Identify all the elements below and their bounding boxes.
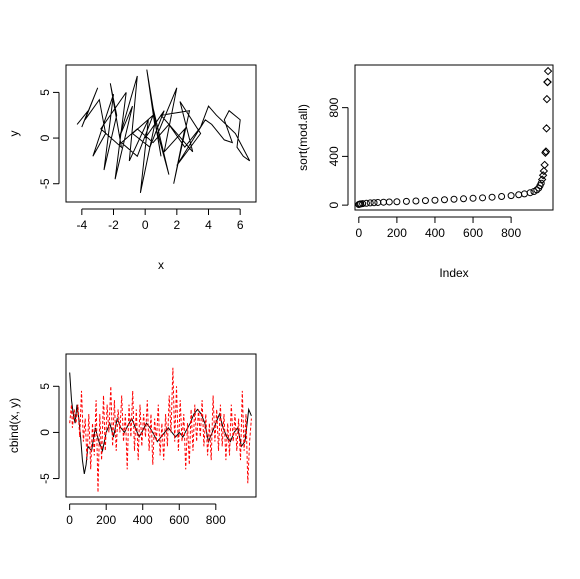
scatter-point <box>374 198 382 206</box>
x-tick-label: 800 <box>206 513 226 527</box>
series-line-1 <box>76 69 251 194</box>
x-tick-label: 800 <box>501 226 521 240</box>
scatter-point <box>515 191 523 199</box>
scatter-point <box>402 197 410 205</box>
plot-frame <box>65 64 257 203</box>
y-axis-title: cbind(x, y) <box>7 398 21 453</box>
scatter-point <box>542 124 551 133</box>
y-tick-label: 0 <box>38 134 52 141</box>
scatter-point <box>540 160 549 170</box>
scatter-point <box>431 196 439 204</box>
scatter-point <box>421 197 429 205</box>
series-line-2 <box>69 367 252 493</box>
y-tick-label: 0 <box>38 429 52 436</box>
scatter-point <box>542 94 552 104</box>
y-tick-label: 5 <box>38 383 52 390</box>
scatter-point <box>460 195 468 203</box>
scatter-point <box>520 190 528 198</box>
scatter-point <box>385 198 393 206</box>
scatter-point <box>469 194 477 202</box>
x-tick-label: 4 <box>205 218 212 232</box>
scatter-series <box>355 66 553 209</box>
scatter-point <box>526 189 534 197</box>
x-axis-title: x <box>158 258 164 272</box>
scatter-point <box>380 198 388 206</box>
plot-frame <box>354 64 554 211</box>
plot-frame <box>65 353 257 498</box>
y-axis-title: y <box>7 131 21 137</box>
scatter-point <box>366 199 374 207</box>
scatter-point <box>539 166 549 176</box>
x-tick-label: 0 <box>355 226 362 240</box>
scatter-point <box>488 193 496 201</box>
y-tick-label: 400 <box>327 146 341 166</box>
y-tick-label: 800 <box>327 97 341 117</box>
y-tick-label: 5 <box>38 89 52 96</box>
scatter-point <box>537 175 547 184</box>
y-tick-label: -5 <box>38 178 52 189</box>
x-axis-title: Index <box>439 266 468 280</box>
scatter-point <box>541 147 551 156</box>
scatter-point <box>543 77 552 87</box>
y-tick-label: -5 <box>38 473 52 484</box>
x-tick-label: 600 <box>169 513 189 527</box>
scatter-point <box>440 196 448 204</box>
scatter-point <box>370 199 378 207</box>
plot-panel-3: 0 200 400 600 800 -5 0 5 cbind(x, y) <box>7 353 257 527</box>
scatter-point <box>393 198 401 206</box>
scatter-point <box>507 192 515 200</box>
x-tick-label: -4 <box>76 218 87 232</box>
plot-panel-2: 0 200 400 600 800 0 400 800 Index sort(mod.all) <box>296 64 554 280</box>
scatter-point <box>450 195 458 203</box>
x-tick-label: 0 <box>142 218 149 232</box>
scatter-point <box>543 66 553 76</box>
x-tick-label: -2 <box>108 218 119 232</box>
x-tick-label: 6 <box>237 218 244 232</box>
x-tick-label: 400 <box>133 513 153 527</box>
x-tick-label: 200 <box>96 513 116 527</box>
x-tick-label: 200 <box>387 226 407 240</box>
x-tick-label: 600 <box>463 226 483 240</box>
scatter-point <box>538 171 548 180</box>
scatter-point <box>479 194 487 202</box>
scatter-point <box>362 199 370 207</box>
scatter-point <box>498 192 506 200</box>
y-tick-label: 0 <box>327 201 341 208</box>
x-tick-label: 2 <box>173 218 180 232</box>
x-tick-label: 400 <box>425 226 445 240</box>
scatter-point <box>359 200 367 208</box>
x-tick-label: 0 <box>66 513 73 527</box>
scatter-point <box>537 179 545 187</box>
plot-panel-1: -4 -2 0 2 4 6 -5 0 5 x y <box>7 64 257 272</box>
scatter-point <box>412 197 420 205</box>
y-axis-title: sort(mod.all) <box>296 104 310 171</box>
